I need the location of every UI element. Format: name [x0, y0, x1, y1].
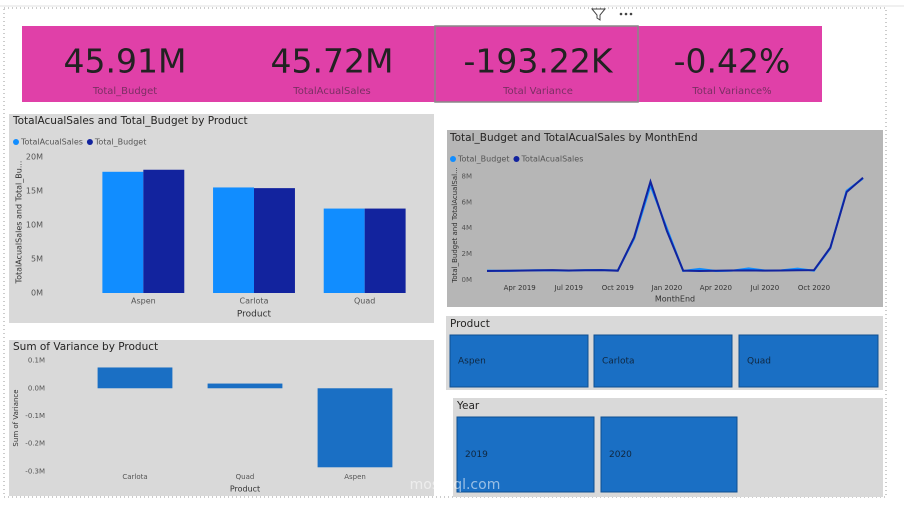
watermark: mostaql.com	[410, 477, 501, 493]
legend-label: TotalAcualSales	[520, 155, 583, 164]
bar	[97, 367, 173, 389]
kpi-label: Total_Budget	[92, 86, 157, 97]
x-tick-label: Oct 2019	[602, 284, 634, 292]
slicer-item[interactable]: Aspen	[458, 357, 486, 367]
bar	[207, 383, 283, 389]
bar	[213, 187, 254, 293]
legend-label: Total_Budget	[94, 138, 146, 147]
x-tick-label: Oct 2020	[798, 284, 830, 292]
bar	[254, 188, 295, 293]
y-tick-label: 8M	[462, 172, 473, 180]
canvas-border	[3, 7, 887, 498]
more-icon[interactable]	[619, 12, 633, 16]
chart-title: Total_Budget and TotalAcualSales by Mont…	[449, 132, 698, 144]
kpi-value: 45.72M	[271, 42, 394, 81]
y-tick-label: 0M	[462, 276, 473, 284]
y-tick-label: 0.0M	[28, 384, 45, 392]
slicer-tile[interactable]	[738, 334, 879, 388]
bar	[323, 208, 365, 293]
x-tick-label: Jul 2020	[750, 284, 780, 292]
dot	[629, 12, 633, 16]
x-tick-label: Jul 2019	[553, 284, 583, 292]
y-tick-label: 6M	[462, 198, 473, 206]
slicer-item[interactable]: Quad	[747, 357, 771, 367]
slicer-tile[interactable]	[456, 416, 595, 493]
x-axis-title: Product	[230, 485, 260, 494]
y-tick-label: -0.2M	[25, 440, 45, 448]
y-axis-title: TotalAcualSales and Total_Bu...	[15, 161, 24, 285]
x-tick-label: Aspen	[131, 297, 156, 306]
x-tick-label: Carlota	[122, 473, 147, 481]
y-tick-label: 0M	[31, 289, 43, 298]
slicer-tile[interactable]	[600, 416, 738, 493]
legend-label: Total_Budget	[457, 155, 509, 164]
dot	[624, 12, 628, 16]
x-tick-label: Apr 2019	[504, 284, 536, 292]
bar	[143, 169, 185, 293]
y-tick-label: -0.1M	[25, 412, 45, 420]
x-tick-label: Carlota	[240, 297, 269, 306]
chart-title: Sum of Variance by Product	[13, 341, 158, 353]
slicer-title: Product	[450, 318, 490, 330]
x-tick-label: Apr 2020	[700, 284, 732, 292]
x-tick-label: Quad	[236, 473, 255, 481]
legend-marker	[450, 156, 456, 162]
bar	[102, 171, 144, 293]
y-axis-title: Total_Budget and TotalAcualSal...	[451, 167, 459, 284]
dot	[619, 12, 623, 16]
y-axis-title: Sum of Variance	[12, 389, 20, 446]
bar	[364, 208, 406, 293]
slicer-item[interactable]: 2019	[465, 450, 488, 460]
kpi-label: TotalAcualSales	[292, 86, 370, 97]
legend-marker	[86, 139, 93, 145]
line	[486, 177, 864, 272]
y-tick-label: 10M	[26, 220, 43, 229]
x-tick-label: Aspen	[344, 473, 366, 481]
kpi-label: Total Variance	[502, 86, 573, 97]
kpi-value: -0.42%	[674, 42, 791, 81]
x-tick-label: Jan 2020	[650, 284, 682, 292]
slicer-tile[interactable]	[593, 334, 733, 388]
chart-title: TotalAcualSales and Total_Budget by Prod…	[12, 115, 248, 127]
y-tick-label: 15M	[26, 186, 43, 195]
y-tick-label: -0.3M	[25, 467, 45, 475]
legend-marker	[13, 139, 19, 145]
x-tick-label: Quad	[354, 297, 375, 306]
y-tick-label: 2M	[462, 250, 473, 258]
kpi-label: Total Variance%	[691, 86, 771, 97]
legend-label: TotalAcualSales	[20, 138, 83, 147]
y-tick-label: 5M	[31, 254, 43, 263]
kpi-band	[22, 26, 822, 102]
x-axis-title: Product	[237, 310, 272, 320]
y-tick-label: 0.1M	[28, 357, 45, 365]
legend-marker	[513, 156, 520, 162]
selection-frame[interactable]	[434, 25, 639, 103]
y-tick-label: 4M	[462, 224, 473, 232]
slicer-tile[interactable]	[449, 334, 589, 388]
slicer-title: Year	[456, 400, 480, 412]
x-axis-title: MonthEnd	[655, 295, 695, 304]
kpi-value: -193.22K	[463, 42, 613, 81]
kpi-value: 45.91M	[64, 42, 187, 81]
slicer-item[interactable]: Carlota	[602, 357, 635, 367]
bar	[317, 388, 393, 468]
y-tick-label: 20M	[26, 152, 43, 161]
filter-icon[interactable]	[590, 8, 607, 21]
chart-panel	[447, 130, 883, 307]
slicer-item[interactable]: 2020	[609, 450, 632, 460]
